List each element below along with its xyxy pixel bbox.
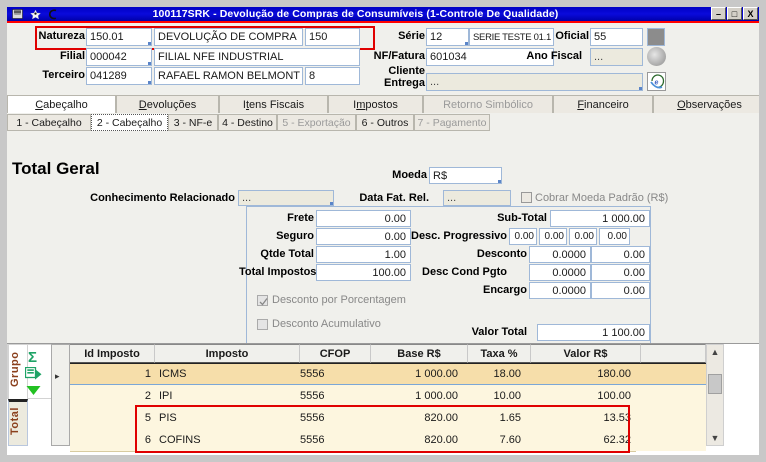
svg-text:e: e bbox=[655, 80, 659, 87]
